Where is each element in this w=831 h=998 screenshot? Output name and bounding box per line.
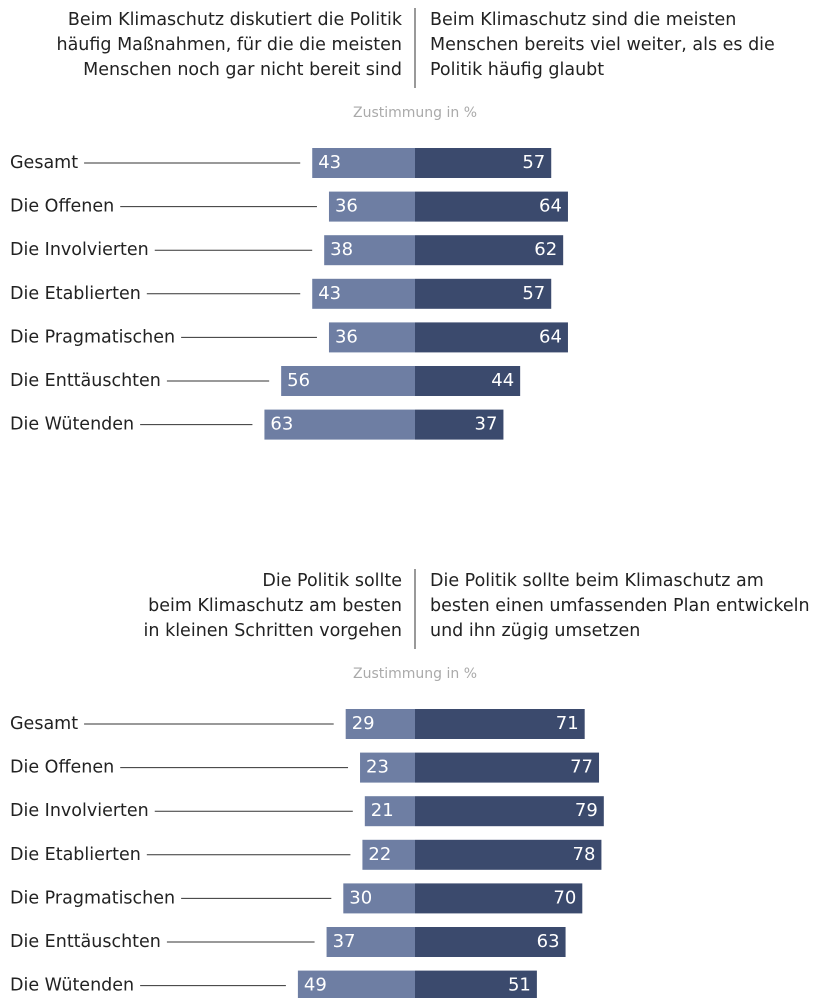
bar-left (326, 927, 415, 957)
category-label: Gesamt (10, 714, 78, 734)
value-label: 56 (287, 370, 310, 391)
value-label: 63 (537, 931, 560, 952)
value-label: 62 (534, 239, 557, 260)
value-label: 64 (539, 326, 562, 347)
bar-right (415, 235, 564, 266)
value-label: 79 (575, 800, 598, 821)
value-label: 44 (491, 370, 514, 391)
category-label: Die Wütenden (10, 976, 134, 996)
bar-right (415, 883, 583, 914)
right-header: besten einen umfassenden Plan entwickeln (430, 596, 810, 616)
bar-right (415, 148, 552, 178)
value-label: 64 (539, 196, 562, 217)
bar-left (312, 148, 415, 178)
bar-right (415, 752, 600, 783)
value-label: 78 (573, 844, 596, 865)
bar-left (297, 970, 415, 998)
category-label: Die Enttäuschten (10, 371, 161, 391)
bar-right (415, 709, 585, 739)
bar-right (415, 927, 566, 957)
category-label: Die Wütenden (10, 415, 134, 435)
value-label: 38 (330, 239, 353, 260)
value-label: 23 (366, 757, 389, 778)
left-header: beim Klimaschutz am besten (148, 596, 402, 616)
left-header: Beim Klimaschutz diskutiert die Politik (68, 10, 403, 30)
right-header: Politik häufig glaubt (430, 60, 604, 80)
bar-right (415, 839, 602, 870)
value-label: 30 (349, 887, 372, 908)
left-header: Die Politik sollte (262, 571, 402, 591)
bar-right (415, 278, 552, 309)
category-label: Die Etablierten (10, 284, 141, 304)
value-label: 49 (304, 975, 327, 996)
value-label: 36 (335, 326, 358, 347)
left-header: Menschen noch gar nicht bereit sind (83, 60, 402, 80)
category-label: Die Offenen (10, 197, 114, 217)
bar-right (415, 191, 568, 222)
left-header: in kleinen Schritten vorgehen (144, 621, 402, 641)
bar-left (312, 278, 415, 309)
bar-left (324, 235, 415, 266)
right-header: Menschen bereits viel weiter, als es die (430, 35, 775, 55)
bar-right (415, 322, 568, 353)
bar-left (362, 839, 415, 870)
value-label: 63 (270, 414, 293, 435)
right-header: und ihn zügig umsetzen (430, 621, 640, 641)
value-label: 22 (368, 844, 391, 865)
bar-left (364, 796, 415, 827)
bar-right (415, 796, 604, 827)
subtitle: Zustimmung in % (353, 666, 477, 682)
bar-left (345, 709, 415, 739)
right-header: Die Politik sollte beim Klimaschutz am (430, 571, 764, 591)
bar-right (415, 366, 521, 396)
category-label: Die Etablierten (10, 845, 141, 865)
bar-left (360, 752, 415, 783)
value-label: 57 (522, 152, 545, 173)
value-label: 57 (522, 283, 545, 304)
bar-left (343, 883, 415, 914)
bar-left (328, 322, 415, 353)
value-label: 70 (553, 887, 576, 908)
bar-right (415, 409, 504, 440)
right-header: Beim Klimaschutz sind die meisten (430, 10, 736, 30)
category-label: Die Pragmatischen (10, 327, 175, 347)
value-label: 77 (570, 757, 593, 778)
bar-right (415, 970, 537, 998)
value-label: 43 (318, 152, 341, 173)
value-label: 36 (335, 196, 358, 217)
bar-left (328, 191, 415, 222)
value-label: 71 (556, 713, 579, 734)
value-label: 37 (333, 931, 356, 952)
subtitle: Zustimmung in % (353, 105, 477, 121)
category-label: Die Pragmatischen (10, 888, 175, 908)
value-label: 37 (475, 414, 498, 435)
value-label: 43 (318, 283, 341, 304)
bar-left (281, 366, 415, 396)
bar-left (264, 409, 415, 440)
value-label: 51 (508, 975, 531, 996)
category-label: Die Involvierten (10, 801, 149, 821)
category-label: Die Offenen (10, 758, 114, 778)
category-label: Gesamt (10, 153, 78, 173)
value-label: 29 (352, 713, 375, 734)
value-label: 21 (371, 800, 394, 821)
left-header: häufig Maßnahmen, für die die meisten (56, 35, 402, 55)
category-label: Die Involvierten (10, 240, 149, 260)
category-label: Die Enttäuschten (10, 932, 161, 952)
